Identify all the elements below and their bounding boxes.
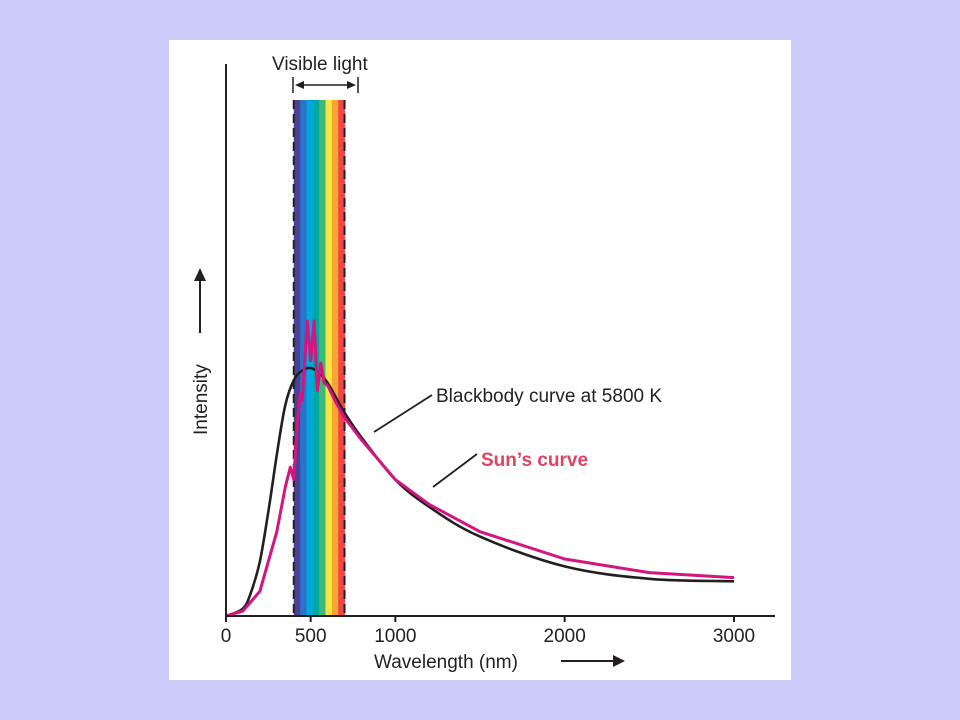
curves bbox=[225, 319, 735, 618]
x-axis-arrow bbox=[561, 655, 625, 667]
blackbody-label-leader bbox=[373, 394, 433, 433]
visible-light-arrow bbox=[292, 77, 359, 93]
blackbody-curve-label: Blackbody curve at 5800 K bbox=[436, 386, 662, 407]
x-tick-label: 2000 bbox=[544, 626, 586, 647]
axes bbox=[225, 64, 775, 617]
y-axis-label: Intensity bbox=[191, 364, 212, 435]
chart-panel: 0 500 1000 2000 3000 Wavelength (nm) Intensi… bbox=[169, 40, 791, 680]
visible-light-label: Visible light bbox=[272, 54, 368, 75]
visible-band bbox=[292, 100, 346, 616]
x-ticks: 0 500 1000 2000 3000 bbox=[221, 616, 755, 647]
x-tick-label: 3000 bbox=[713, 626, 755, 647]
blackbody-curve bbox=[225, 366, 735, 618]
sun-curve bbox=[225, 319, 735, 618]
sun-label-leader bbox=[432, 453, 478, 488]
chart: 0 500 1000 2000 3000 Wavelength (nm) Intensi… bbox=[191, 54, 775, 673]
sun-curve-label: Sun’s curve bbox=[481, 450, 588, 471]
y-axis-arrow bbox=[194, 268, 206, 333]
x-tick-label: 0 bbox=[221, 626, 232, 647]
spectrum-stripe bbox=[319, 100, 326, 616]
x-axis-label: Wavelength (nm) bbox=[374, 652, 518, 673]
x-tick-label: 1000 bbox=[374, 626, 416, 647]
x-tick-label: 500 bbox=[295, 626, 327, 647]
spectrum-stripe bbox=[293, 100, 301, 616]
spectrum-stripe bbox=[325, 100, 333, 616]
spectrum-stripe bbox=[338, 100, 346, 616]
spectrum-stripe bbox=[331, 100, 339, 616]
